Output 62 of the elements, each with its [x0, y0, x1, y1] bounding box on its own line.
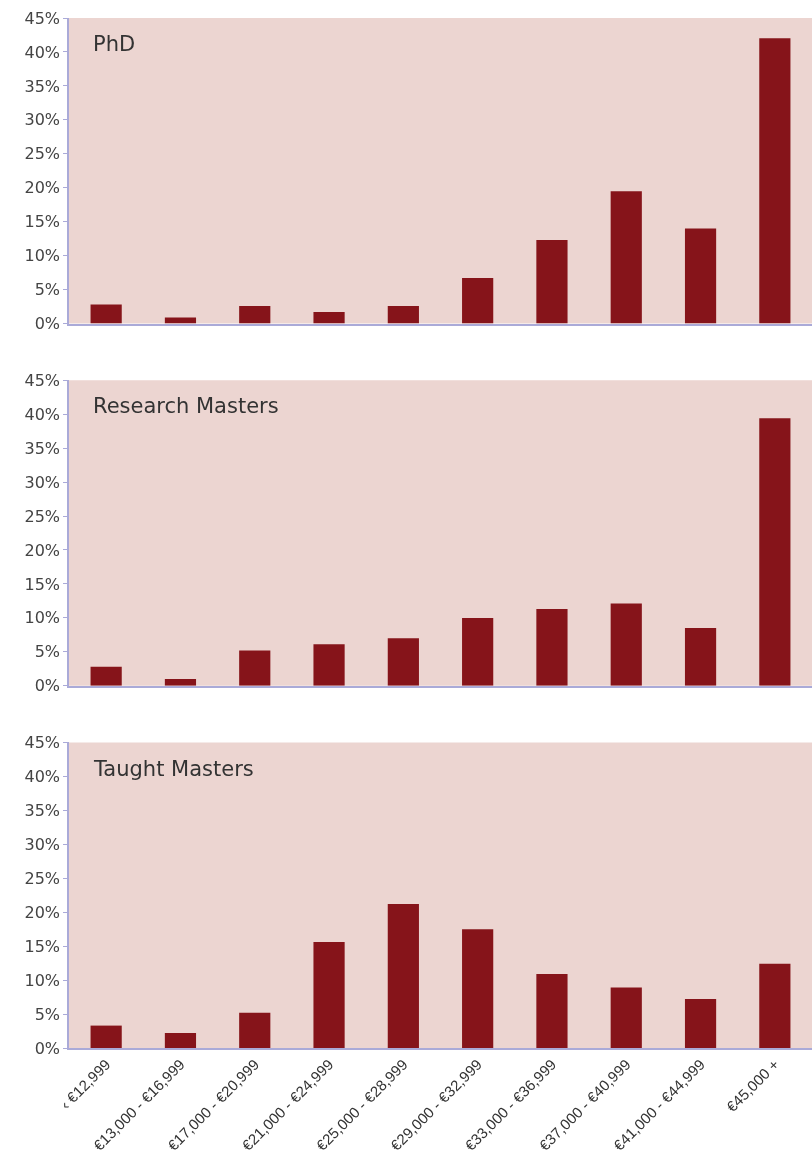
y-tick-label: 35%	[24, 800, 61, 820]
y-tick-label: 10%	[24, 970, 61, 990]
y-tick-label: 30%	[24, 472, 61, 492]
bar	[610, 191, 642, 324]
y-tick-label: 40%	[24, 766, 61, 786]
bar	[387, 638, 419, 686]
bar	[759, 38, 791, 324]
y-tick-label: 25%	[24, 144, 61, 164]
y-tick-label: 0%	[34, 1038, 61, 1058]
y-tick-label: 20%	[24, 902, 61, 922]
bar	[610, 603, 642, 686]
y-tick-label: 5%	[34, 280, 61, 300]
bar	[313, 312, 345, 324]
bar	[536, 240, 568, 324]
y-tick-label: 0%	[34, 314, 61, 334]
y-tick-label: 5%	[34, 1004, 61, 1024]
bar	[90, 1025, 122, 1048]
bar	[684, 628, 717, 686]
y-tick-label: 40%	[24, 42, 61, 62]
bar	[164, 317, 197, 324]
y-tick-label: 35%	[24, 438, 61, 458]
y-tick-label: 35%	[24, 76, 61, 96]
y-tick-label: 45%	[24, 733, 61, 753]
bar	[90, 304, 122, 324]
bar	[239, 305, 271, 324]
bar	[90, 666, 122, 686]
y-tick-label: 0%	[34, 676, 61, 696]
text: Research Masters	[93, 394, 279, 418]
y-tick-label: 25%	[24, 868, 61, 888]
bar	[462, 278, 494, 324]
y-tick-label: 5%	[34, 642, 61, 662]
y-tick-label: 15%	[24, 936, 61, 956]
y-tick-label: 30%	[24, 834, 61, 854]
bar	[164, 1033, 197, 1048]
y-tick-label: 40%	[24, 404, 61, 424]
y-tick-label: 45%	[24, 8, 61, 28]
bar	[684, 228, 717, 324]
text: Taught Masters	[93, 757, 254, 781]
bar	[462, 617, 494, 686]
y-tick-label: 10%	[24, 246, 61, 266]
y-tick-label: 25%	[24, 506, 61, 526]
bar	[536, 973, 568, 1048]
bar	[239, 1012, 271, 1048]
bar	[759, 963, 791, 1048]
bar	[387, 305, 419, 324]
y-tick-label: 20%	[24, 178, 61, 198]
y-tick-label: 10%	[24, 608, 61, 628]
bar	[462, 929, 494, 1048]
bar	[759, 418, 791, 686]
bar	[684, 999, 717, 1048]
bar	[387, 904, 419, 1048]
y-tick-label: 20%	[24, 540, 61, 560]
y-tick-label: 15%	[24, 574, 61, 594]
y-tick-label: 15%	[24, 212, 61, 232]
bar	[536, 609, 568, 686]
bar	[313, 644, 345, 686]
bar	[239, 650, 271, 686]
bar	[610, 987, 642, 1048]
y-tick-label: 45%	[24, 370, 61, 390]
text: PhD	[93, 32, 136, 56]
bar	[313, 942, 345, 1048]
y-tick-label: 30%	[24, 110, 61, 130]
